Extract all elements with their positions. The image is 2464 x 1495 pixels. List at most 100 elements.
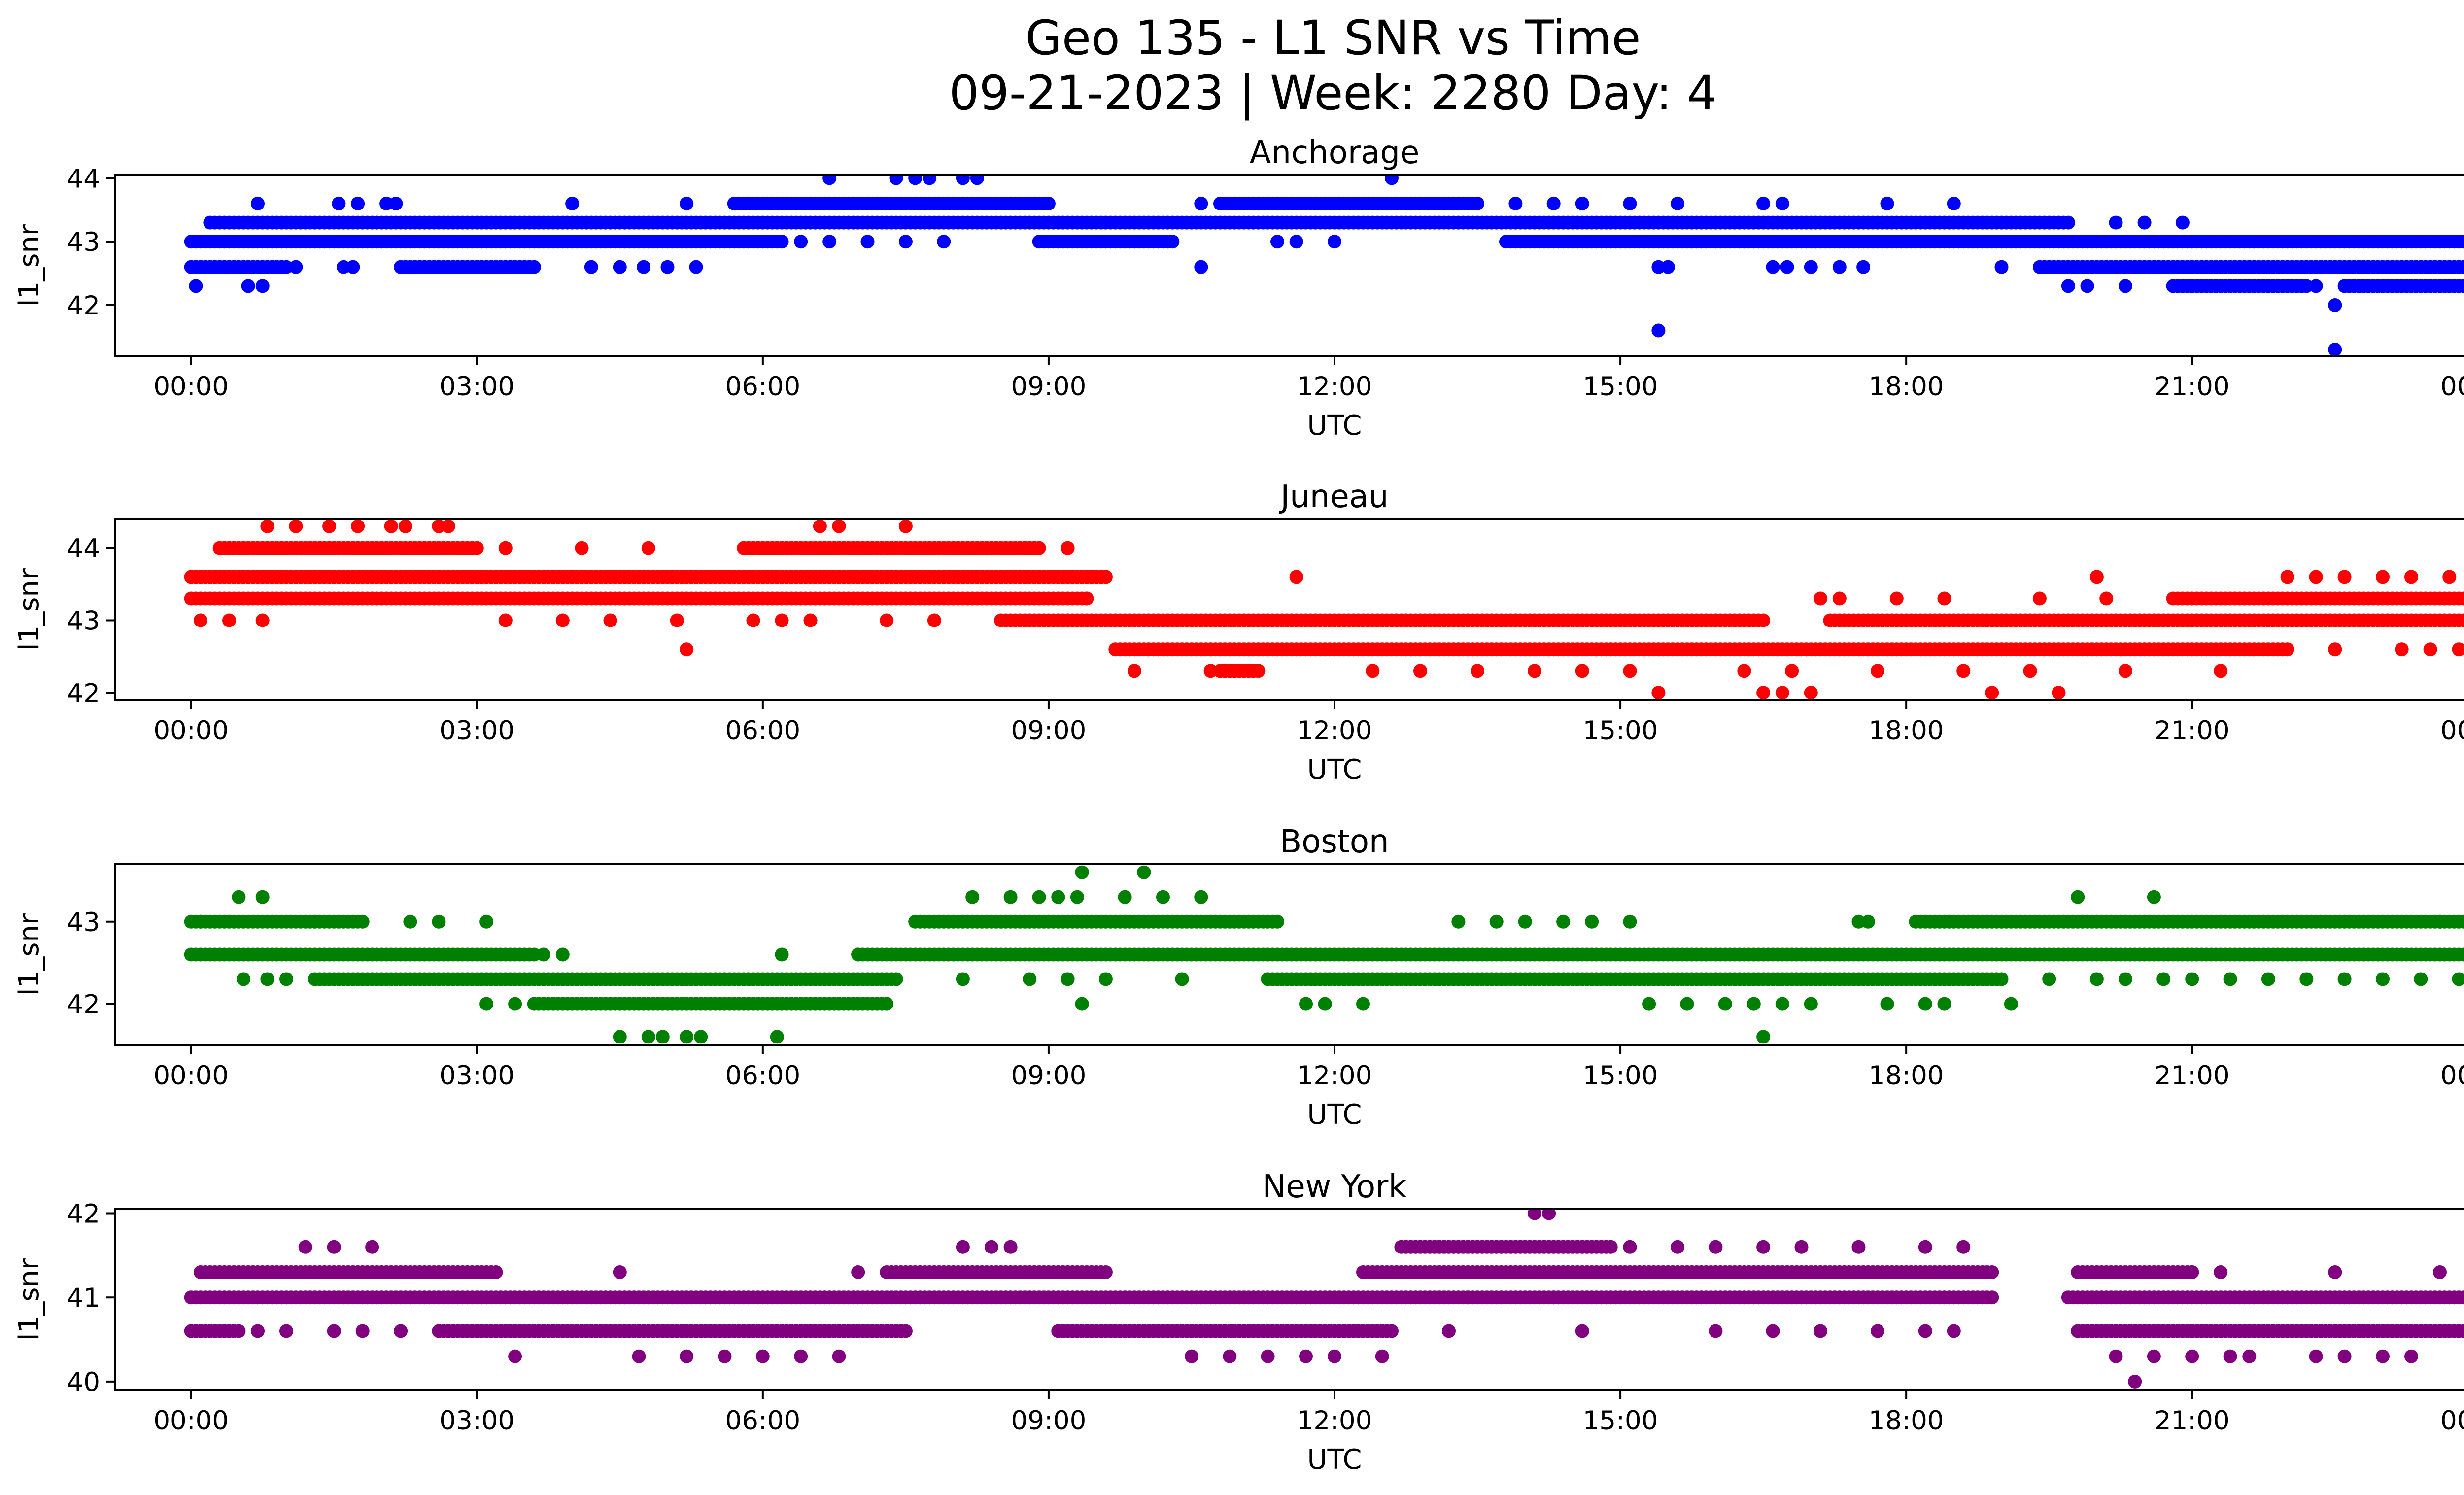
scatter-point [655,1030,670,1044]
scatter-point [822,235,837,249]
scatter-point [2457,914,2464,929]
x-tick-label: 15:00 [1583,372,1658,402]
scatter-point [537,947,551,962]
scatter-point [1356,997,1370,1011]
scatter-point [1175,972,1189,986]
scatter-point [441,519,455,533]
scatter-band [203,215,2075,230]
scatter-point [860,235,875,249]
y-axis-label: l1_snr [13,913,45,996]
scatter-point [2299,972,2314,986]
y-tick-label: 43 [67,907,100,938]
scatter-point [1051,890,1065,904]
x-tick-label: 03:00 [439,1406,514,1436]
scatter-point [970,175,984,185]
scatter-point [298,1240,312,1254]
x-tick-label: 06:00 [725,372,800,402]
scatter-point [289,260,303,274]
scatter-band [908,914,1284,929]
scatter-point [2337,972,2352,986]
scatter-point [2309,570,2323,584]
scatter-point [2457,235,2464,249]
scatter-point [255,279,270,293]
scatter-point [1575,196,1589,210]
x-tick-label: 00:00 [2440,1061,2464,1091]
scatter-point [2328,343,2342,356]
x-axis-label: UTC [1307,754,1362,786]
scatter-point [1194,260,1208,274]
x-tick-label: 12:00 [1297,372,1372,402]
scatter-point [1575,664,1589,678]
x-tick-label: 09:00 [1011,716,1087,746]
scatter-point [279,972,293,986]
scatter-series [184,865,2464,1044]
scatter-point [2376,1349,2390,1363]
scatter-point [1156,890,1170,904]
scatter-band [1213,196,1484,210]
y-axis-label: l1_snr [13,1258,45,1341]
scatter-point [194,914,207,929]
scatter-point [194,613,207,627]
scatter-point [2080,279,2094,293]
scatter-band [1213,664,1266,678]
scatter-point [1061,972,1075,986]
scatter-point [1785,664,1799,678]
scatter-point [1661,260,1675,274]
scatter-point [1814,1324,1828,1338]
scatter-point [2032,591,2047,606]
scatter-band [184,235,789,249]
scatter-point [337,260,351,274]
scatter-point [1185,1349,1198,1363]
scatter-point [1061,541,1075,555]
x-tick-label: 00:00 [2440,716,2464,746]
scatter-point [1775,997,1789,1011]
scatter-point [1956,1240,1971,1254]
scatter-point [189,279,203,293]
scatter-point [2299,279,2314,293]
scatter-point [1542,1209,1556,1220]
scatter-point [2185,1265,2199,1279]
scatter-point [2261,972,2275,986]
scatter-point [2118,972,2132,986]
scatter-point [984,1240,998,1254]
scatter-band [2032,260,2464,274]
scatter-point [1032,890,1046,904]
scatter-point [1546,1290,1561,1305]
scatter-point [2462,280,2464,292]
scatter-band [1823,613,2464,627]
scatter-point [575,541,589,555]
scatter-point [613,1265,627,1279]
scatter-point [2042,972,2056,986]
scatter-point [1251,664,1266,678]
scatter-series [184,519,2464,700]
scatter-point [255,890,270,904]
scatter-band [737,541,1046,555]
scatter-point [1851,1240,1866,1254]
scatter-point [508,1349,522,1363]
scatter-point [1947,196,1961,210]
x-tick-label: 00:00 [153,372,229,402]
scatter-point [1804,686,1818,700]
scatter-point [1861,914,1875,929]
scatter-point [1889,591,1904,606]
scatter-point [2462,916,2464,927]
x-tick-label: 21:00 [2155,372,2230,402]
scatter-point [775,613,789,627]
subplot-title: Boston [1280,824,1389,860]
scatter-point [1165,235,1180,249]
scatter-point [923,175,937,185]
scatter-point [1680,997,1694,1011]
scatter-point [232,890,246,904]
scatter-point [2423,642,2437,657]
scatter-band [880,1265,1113,1279]
scatter-point [2404,570,2418,584]
scatter-point [2328,298,2342,312]
scatter-point [1775,686,1789,700]
scatter-point [637,260,651,274]
scatter-point [2452,642,2464,657]
scatter-point [1471,664,1484,678]
scatter-point [479,997,494,1011]
scatter-point [1003,1240,1018,1254]
scatter-point [479,914,494,929]
